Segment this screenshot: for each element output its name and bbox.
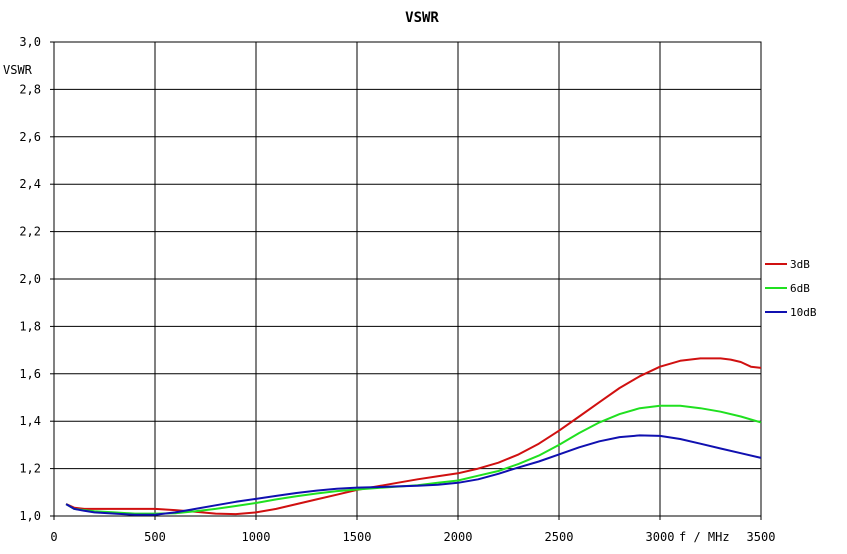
y-tick-label: 1,6 bbox=[19, 367, 41, 381]
x-tick-label: 1500 bbox=[343, 530, 372, 544]
x-tick-label: 3500 bbox=[747, 530, 776, 544]
series-lines bbox=[65, 357, 762, 516]
y-tick-labels: 1,0 1,2 1,4 1,6 1,8 2,0 2,2 2,4 2,6 2,8 3,0 bbox=[19, 35, 54, 523]
grid-lines bbox=[54, 42, 761, 516]
x-tick-label: 2000 bbox=[444, 530, 473, 544]
x-tick-label: 0 bbox=[50, 530, 57, 544]
x-tick-label: 2500 bbox=[545, 530, 574, 544]
y-axis-label: VSWR bbox=[3, 63, 33, 77]
y-tick-label: 1,8 bbox=[19, 319, 41, 333]
series-line-3db bbox=[65, 357, 762, 516]
legend-label: 3dB bbox=[790, 258, 810, 271]
y-tick-label: 1,4 bbox=[19, 414, 41, 428]
y-tick-label: 2,2 bbox=[19, 225, 41, 239]
x-tick-labels: 0 500 1000 1500 2000 2500 3000 3500 bbox=[50, 516, 775, 544]
y-tick-label: 1,2 bbox=[19, 462, 41, 476]
y-tick-label: 2,4 bbox=[19, 177, 41, 191]
y-tick-label: 3,0 bbox=[19, 35, 41, 49]
legend-label: 10dB bbox=[790, 306, 817, 319]
x-tick-label: 1000 bbox=[242, 530, 271, 544]
x-tick-label: 3000 bbox=[646, 530, 675, 544]
y-tick-label: 2,0 bbox=[19, 272, 41, 286]
chart-title: VSWR bbox=[405, 10, 439, 26]
series-line-10db bbox=[65, 434, 762, 516]
legend-label: 6dB bbox=[790, 282, 810, 295]
x-tick-label: 500 bbox=[144, 530, 166, 544]
y-tick-label: 1,0 bbox=[19, 509, 41, 523]
legend: 3dB 6dB 10dB bbox=[765, 258, 817, 319]
y-tick-label: 2,8 bbox=[19, 82, 41, 96]
y-tick-label: 2,6 bbox=[19, 130, 41, 144]
x-axis-label: f / MHz bbox=[679, 530, 730, 544]
